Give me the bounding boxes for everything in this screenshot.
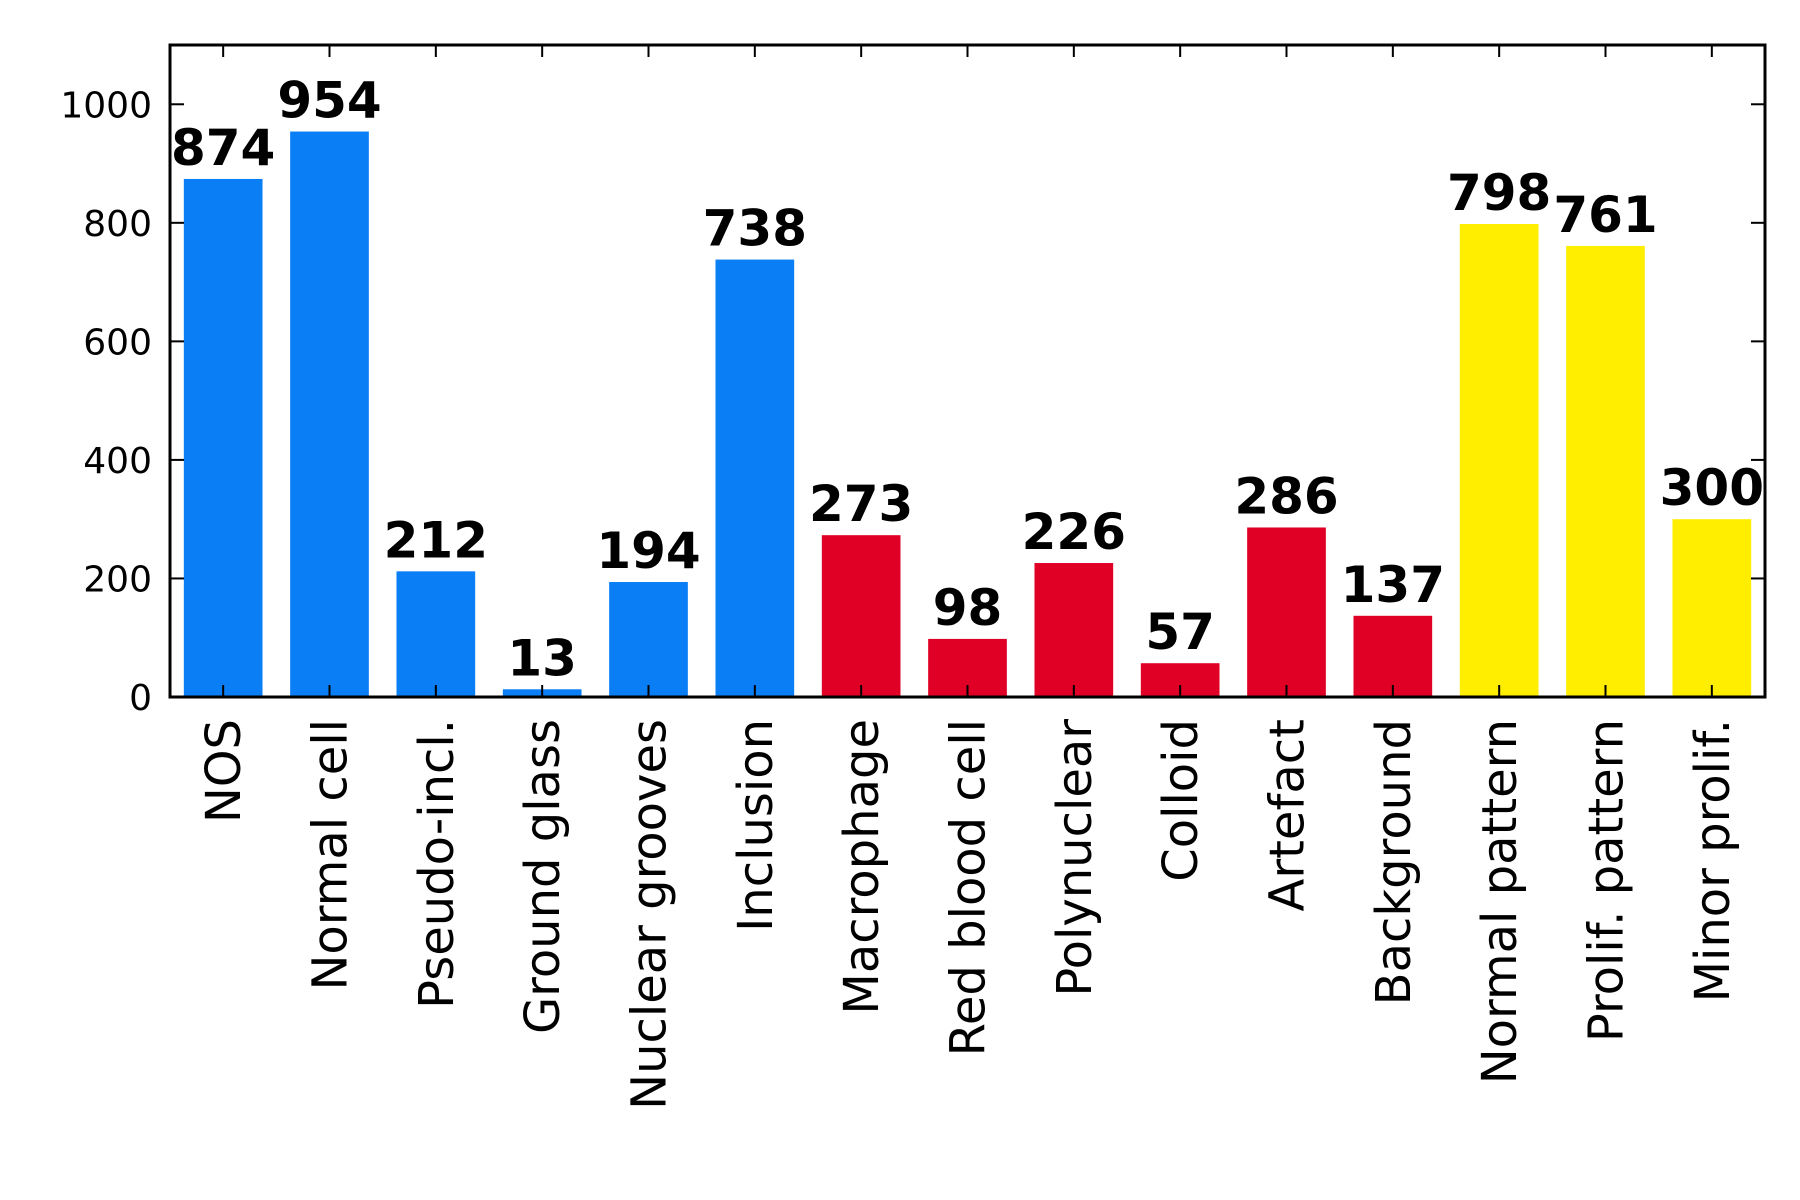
x-tick-label-7: Red blood cell — [941, 719, 997, 1056]
data-label-7: 98 — [933, 579, 1003, 637]
x-tick-label-9: Colloid — [1153, 719, 1209, 882]
y-tick-label-1: 200 — [83, 559, 152, 600]
x-tick-label-10: Artefact — [1260, 719, 1316, 911]
x-tick-label-12: Normal pattern — [1472, 719, 1528, 1084]
data-label-4: 194 — [596, 522, 700, 580]
data-label-14: 300 — [1660, 459, 1764, 517]
bar-4 — [609, 582, 688, 697]
y-tick-label-2: 400 — [83, 441, 152, 482]
x-tick-label-5: Inclusion — [728, 719, 784, 932]
x-tick-label-14: Minor prolif. — [1685, 719, 1741, 1002]
data-label-3: 13 — [507, 629, 577, 687]
y-tick-label-3: 600 — [83, 322, 152, 363]
x-tick-label-8: Polynuclear — [1047, 719, 1103, 997]
bar-6 — [821, 535, 901, 697]
data-label-13: 761 — [1553, 186, 1657, 244]
y-axis: 0 200 400 600 800 1000 — [60, 85, 1765, 719]
x-tick-label-0: NOS — [196, 719, 252, 823]
x-tick-label-13: Prolif. pattern — [1579, 719, 1635, 1042]
data-label-2: 212 — [384, 511, 488, 569]
bar-10 — [1247, 527, 1326, 697]
x-tick-label-6: Macrophage — [834, 719, 890, 1015]
y-tick-label-4: 800 — [83, 204, 152, 245]
data-label-0: 874 — [171, 119, 275, 177]
bar-13 — [1566, 245, 1645, 697]
data-label-11: 137 — [1341, 556, 1445, 614]
data-label-9: 57 — [1145, 603, 1215, 661]
x-tick-label-3: Ground glass — [515, 719, 571, 1034]
x-tick-label-1: Normal cell — [303, 719, 359, 991]
bar-1 — [290, 131, 369, 697]
x-tick-label-4: Nuclear grooves — [622, 719, 678, 1110]
data-label-12: 798 — [1447, 164, 1551, 222]
bars-layer — [183, 131, 1752, 697]
bar-2 — [396, 571, 476, 697]
data-label-1: 954 — [277, 72, 381, 130]
bar-14 — [1672, 519, 1752, 697]
bar-11 — [1353, 615, 1433, 697]
data-label-6: 273 — [809, 475, 913, 533]
bar-5 — [715, 259, 795, 697]
data-label-8: 226 — [1022, 503, 1126, 561]
data-label-5: 738 — [703, 200, 807, 258]
x-tick-label-11: Background — [1366, 719, 1422, 1005]
x-axis: NOS Normal cell Pseudo-incl. Ground glass Nu… — [196, 45, 1741, 1110]
plot-frame — [168, 43, 1767, 699]
data-label-10: 286 — [1234, 467, 1338, 525]
bar-12 — [1459, 224, 1539, 697]
bar-8 — [1034, 563, 1114, 697]
bar-0 — [183, 178, 263, 697]
x-tick-label-2: Pseudo-incl. — [409, 719, 465, 1009]
y-tick-label-5: 1000 — [60, 85, 152, 126]
y-tick-label-0: 0 — [129, 678, 152, 719]
